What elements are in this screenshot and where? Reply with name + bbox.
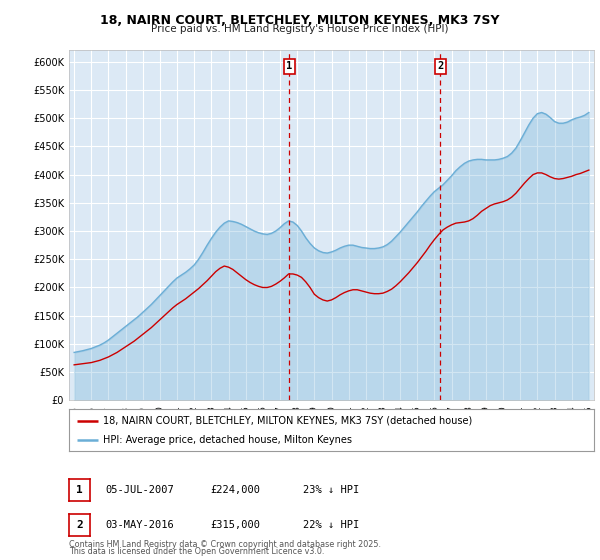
Text: 2: 2 <box>76 520 83 530</box>
Text: 18, NAIRN COURT, BLETCHLEY, MILTON KEYNES, MK3 7SY (detached house): 18, NAIRN COURT, BLETCHLEY, MILTON KEYNE… <box>103 416 472 426</box>
Text: £224,000: £224,000 <box>210 485 260 495</box>
Text: 05-JUL-2007: 05-JUL-2007 <box>105 485 174 495</box>
Text: Contains HM Land Registry data © Crown copyright and database right 2025.: Contains HM Land Registry data © Crown c… <box>69 540 381 549</box>
Text: 1: 1 <box>286 61 293 71</box>
Text: HPI: Average price, detached house, Milton Keynes: HPI: Average price, detached house, Milt… <box>103 435 352 445</box>
Text: 22% ↓ HPI: 22% ↓ HPI <box>303 520 359 530</box>
Text: 1: 1 <box>76 485 83 495</box>
Text: 03-MAY-2016: 03-MAY-2016 <box>105 520 174 530</box>
Text: Price paid vs. HM Land Registry's House Price Index (HPI): Price paid vs. HM Land Registry's House … <box>151 24 449 34</box>
Text: This data is licensed under the Open Government Licence v3.0.: This data is licensed under the Open Gov… <box>69 547 325 556</box>
Text: 23% ↓ HPI: 23% ↓ HPI <box>303 485 359 495</box>
Text: 18, NAIRN COURT, BLETCHLEY, MILTON KEYNES, MK3 7SY: 18, NAIRN COURT, BLETCHLEY, MILTON KEYNE… <box>100 14 500 27</box>
Text: £315,000: £315,000 <box>210 520 260 530</box>
Text: 2: 2 <box>437 61 443 71</box>
